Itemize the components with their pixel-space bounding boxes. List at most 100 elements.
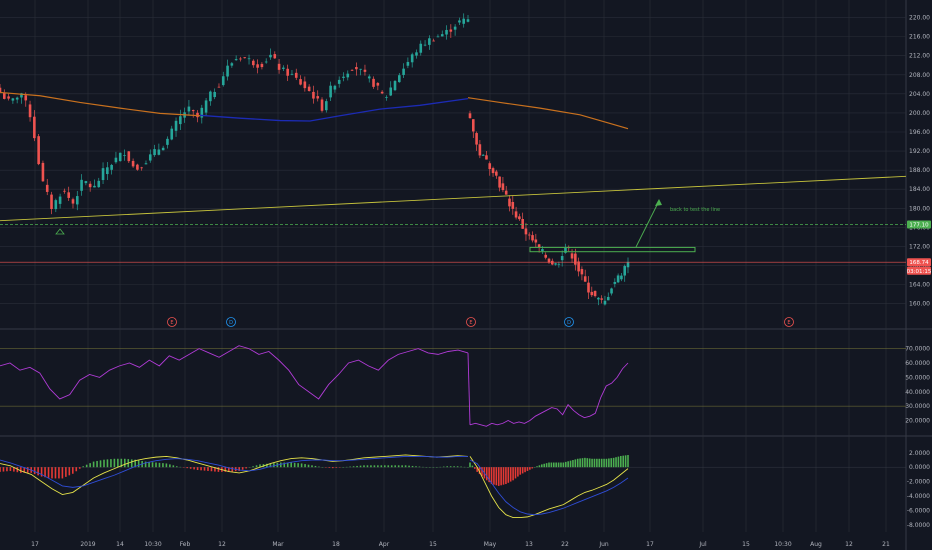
candle-body[interactable]: [541, 249, 544, 252]
candle-body[interactable]: [161, 147, 165, 151]
candle-body[interactable]: [179, 116, 182, 125]
candle-body[interactable]: [423, 44, 427, 46]
candle-body[interactable]: [616, 275, 620, 283]
event-marker-icon[interactable]: [167, 317, 177, 327]
candle-body[interactable]: [342, 76, 345, 78]
candle-body[interactable]: [264, 61, 268, 63]
candle-body[interactable]: [600, 298, 603, 300]
candle-body[interactable]: [33, 116, 36, 139]
candle-body[interactable]: [20, 93, 23, 98]
candle-body[interactable]: [170, 128, 174, 140]
candle-body[interactable]: [260, 63, 264, 68]
candle-body[interactable]: [217, 86, 221, 88]
candle-body[interactable]: [475, 133, 478, 145]
candle-body[interactable]: [106, 167, 109, 175]
candle-body[interactable]: [355, 67, 358, 70]
candle-body[interactable]: [590, 291, 594, 296]
candle-body[interactable]: [75, 196, 79, 205]
candle-body[interactable]: [498, 176, 501, 188]
candle-body[interactable]: [481, 154, 485, 156]
candle-body[interactable]: [524, 228, 528, 235]
candle-body[interactable]: [504, 190, 508, 195]
candle-body[interactable]: [329, 85, 332, 98]
candle-body[interactable]: [485, 155, 488, 160]
candle-body[interactable]: [626, 261, 630, 268]
candle-body[interactable]: [226, 65, 229, 77]
candle-body[interactable]: [63, 190, 66, 192]
candle-body[interactable]: [346, 73, 350, 78]
price-axis[interactable]: 220.00 216.00 212.00 208.00 204.00 200.00 196.…: [905, 15, 932, 529]
candle-body[interactable]: [385, 96, 388, 98]
candle-body[interactable]: [554, 263, 557, 265]
candle-body[interactable]: [230, 63, 234, 66]
candle-body[interactable]: [372, 78, 375, 87]
candle-body[interactable]: [204, 100, 208, 113]
event-marker-icon[interactable]: [784, 317, 794, 327]
candle-body[interactable]: [550, 260, 554, 265]
candle-body[interactable]: [501, 183, 505, 191]
candle-body[interactable]: [363, 69, 367, 72]
candle-body[interactable]: [28, 104, 32, 118]
candle-body[interactable]: [593, 290, 597, 297]
candle-body[interactable]: [15, 97, 19, 100]
candle-body[interactable]: [574, 253, 577, 265]
candle-body[interactable]: [359, 68, 362, 70]
candle-body[interactable]: [71, 199, 75, 204]
candle-body[interactable]: [478, 144, 482, 156]
candle-body[interactable]: [316, 96, 320, 99]
candle-body[interactable]: [148, 154, 152, 161]
candle-body[interactable]: [84, 181, 88, 184]
candle-body[interactable]: [41, 162, 45, 182]
candle-body[interactable]: [436, 36, 440, 38]
candle-body[interactable]: [597, 297, 600, 300]
candle-body[interactable]: [191, 110, 195, 112]
candle-body[interactable]: [402, 68, 405, 75]
candle-body[interactable]: [398, 75, 401, 83]
candle-body[interactable]: [367, 76, 371, 79]
candle-body[interactable]: [580, 269, 584, 275]
candle-body[interactable]: [307, 86, 311, 92]
event-marker-icon[interactable]: [466, 317, 476, 327]
resistance-zone-box[interactable]: [529, 246, 696, 253]
candle-body[interactable]: [209, 91, 212, 102]
candle-body[interactable]: [273, 54, 277, 59]
candle-body[interactable]: [428, 38, 431, 45]
candle-body[interactable]: [110, 164, 113, 170]
candle-body[interactable]: [518, 216, 521, 220]
candle-body[interactable]: [144, 163, 148, 165]
candle-body[interactable]: [557, 263, 561, 265]
candle-body[interactable]: [114, 157, 118, 163]
candle-body[interactable]: [583, 276, 587, 282]
candle-body[interactable]: [50, 194, 53, 210]
candle-body[interactable]: [45, 184, 49, 192]
candle-body[interactable]: [140, 167, 143, 169]
candle-body[interactable]: [24, 95, 28, 101]
candle-body[interactable]: [462, 18, 466, 24]
candle-body[interactable]: [564, 247, 567, 253]
candle-body[interactable]: [393, 81, 397, 91]
candle-body[interactable]: [449, 29, 453, 32]
candle-body[interactable]: [320, 99, 324, 111]
candle-body[interactable]: [514, 211, 518, 218]
candle-body[interactable]: [256, 64, 259, 68]
candle-body[interactable]: [620, 275, 623, 280]
candle-body[interactable]: [312, 91, 315, 99]
candle-body[interactable]: [131, 160, 135, 167]
event-marker-icon[interactable]: [226, 317, 236, 327]
candle-body[interactable]: [97, 180, 101, 188]
candle-body[interactable]: [471, 119, 475, 132]
candle-body[interactable]: [495, 171, 498, 176]
candle-body[interactable]: [547, 258, 551, 263]
candle-body[interactable]: [290, 73, 294, 75]
candle-body[interactable]: [376, 82, 380, 86]
candle-body[interactable]: [93, 185, 96, 188]
candle-body[interactable]: [11, 98, 15, 101]
candle-body[interactable]: [389, 87, 393, 96]
candle-body[interactable]: [118, 152, 122, 162]
candle-body[interactable]: [537, 244, 541, 248]
candle-body[interactable]: [325, 101, 328, 111]
candle-body[interactable]: [445, 29, 448, 35]
candle-body[interactable]: [123, 154, 126, 156]
macd-panel[interactable]: [0, 454, 906, 519]
